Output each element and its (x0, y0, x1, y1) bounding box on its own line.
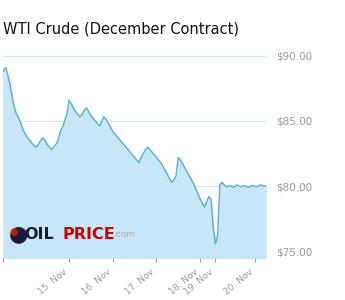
Text: OIL: OIL (24, 227, 54, 242)
Text: ●: ● (10, 227, 18, 237)
Text: .com: .com (113, 230, 135, 239)
Text: WTI Crude (December Contract): WTI Crude (December Contract) (3, 21, 239, 36)
Text: ●: ● (9, 224, 28, 244)
Text: PRICE: PRICE (62, 227, 115, 242)
